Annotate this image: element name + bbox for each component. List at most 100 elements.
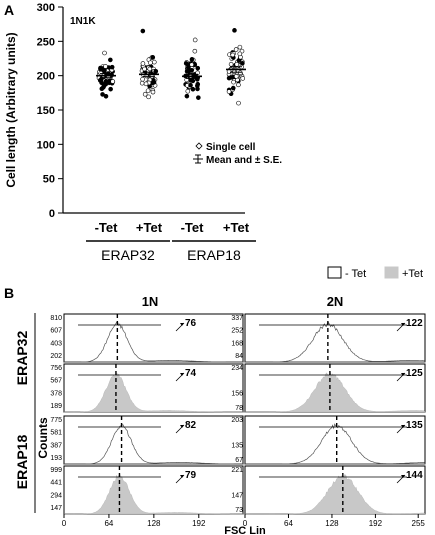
single-cell-point bbox=[231, 79, 236, 85]
y-tick-label: 78 bbox=[235, 405, 243, 412]
single-cell-point bbox=[237, 44, 243, 50]
row-label-erap32: ERAP32 bbox=[14, 331, 30, 386]
single-cell-point bbox=[195, 65, 201, 71]
histogram-filled bbox=[64, 473, 243, 515]
histogram-outline bbox=[245, 423, 426, 465]
histogram-filled bbox=[64, 373, 243, 413]
single-cell-point bbox=[185, 65, 191, 70]
peak-arrowhead-icon bbox=[180, 373, 184, 376]
y-tick-label: 73 bbox=[235, 507, 243, 514]
single-cell-point bbox=[99, 86, 105, 92]
y-tick-label: 300 bbox=[37, 2, 55, 14]
single-cell-point bbox=[110, 79, 115, 84]
single-cell-point bbox=[152, 59, 157, 65]
histogram-frame bbox=[63, 465, 244, 515]
single-cell-point bbox=[139, 80, 145, 86]
single-cell-point bbox=[142, 91, 148, 97]
single-cell-point bbox=[148, 60, 153, 66]
y-tick-label: 200 bbox=[37, 71, 55, 83]
single-cell-point bbox=[140, 28, 146, 34]
single-cell-point bbox=[230, 52, 236, 58]
y-tick-label: 150 bbox=[37, 105, 55, 117]
single-cell-point bbox=[196, 95, 201, 100]
y-tick-label: 50 bbox=[43, 174, 55, 186]
single-cell-point bbox=[184, 93, 190, 99]
single-cell-point bbox=[195, 83, 200, 89]
y-tick-label: 337 bbox=[231, 315, 243, 322]
y-tick-label: 403 bbox=[50, 340, 62, 347]
single-cell-point bbox=[188, 82, 193, 88]
x-tick-label: 64 bbox=[284, 519, 293, 528]
single-cell-point bbox=[228, 61, 234, 67]
y-axis-label: Cell length (Arbitrary units) bbox=[4, 32, 18, 187]
x-tick-label: 192 bbox=[369, 519, 383, 528]
x-tick-label: 128 bbox=[325, 519, 339, 528]
single-cell-point bbox=[240, 76, 246, 81]
panel-label-b: B bbox=[4, 285, 14, 301]
histogram-frame bbox=[63, 363, 244, 413]
column-label-1n: 1N bbox=[142, 294, 159, 309]
y-tick-label: 775 bbox=[50, 417, 62, 424]
y-tick-label: 203 bbox=[231, 417, 243, 424]
y-tick-label: 100 bbox=[37, 139, 55, 151]
y-tick-label: 756 bbox=[50, 365, 62, 372]
single-cell-point bbox=[183, 61, 189, 66]
peak-arrowhead-icon bbox=[401, 323, 405, 326]
single-cell-point bbox=[189, 62, 195, 67]
y-tick-label: 84 bbox=[235, 353, 243, 360]
single-cell-point bbox=[103, 78, 109, 84]
peak-value-label: 144 bbox=[406, 470, 423, 481]
legend-label-minus-tet: - Tet bbox=[345, 268, 366, 280]
y-tick-label: 193 bbox=[50, 455, 62, 462]
y-tick-label: 294 bbox=[50, 492, 62, 499]
category-label: +Tet bbox=[223, 220, 250, 235]
y-tick-label: 999 bbox=[50, 467, 62, 474]
y-tick-label: 234 bbox=[231, 365, 243, 372]
peak-arrowhead-icon bbox=[401, 425, 405, 428]
y-tick-label: 221 bbox=[231, 467, 243, 474]
y-tick-label: 202 bbox=[50, 353, 62, 360]
x-tick-label: 255 bbox=[412, 519, 426, 528]
y-tick-label: 147 bbox=[50, 505, 62, 512]
y-tick-label: 147 bbox=[231, 493, 243, 500]
histogram-frame bbox=[63, 415, 244, 465]
legend-plus-tet-swatch bbox=[384, 266, 399, 279]
y-tick-label: 250 bbox=[37, 36, 55, 48]
single-cell-point bbox=[108, 86, 113, 92]
y-tick-label: 168 bbox=[231, 340, 243, 347]
y-tick-label: 156 bbox=[231, 391, 243, 398]
y-tick-label: 581 bbox=[50, 430, 62, 437]
y-tick-label: 810 bbox=[50, 315, 62, 322]
single-cell-point bbox=[102, 67, 107, 73]
single-cell-point bbox=[192, 48, 198, 54]
group-label: ERAP32 bbox=[101, 247, 155, 263]
histogram-filled bbox=[245, 474, 426, 515]
histogram-outline bbox=[245, 322, 426, 363]
single-cell-point bbox=[103, 93, 109, 99]
y-tick-label: 189 bbox=[50, 403, 62, 410]
single-cell-point bbox=[236, 82, 241, 88]
single-cell-point bbox=[151, 80, 157, 85]
category-label: -Tet bbox=[95, 220, 119, 235]
row-label-erap18: ERAP18 bbox=[14, 435, 30, 490]
peak-value-label: 135 bbox=[406, 420, 423, 431]
single-cell-point bbox=[108, 57, 113, 63]
single-cell-point bbox=[100, 92, 105, 97]
single-cell-point bbox=[192, 37, 198, 43]
single-cell-point bbox=[147, 66, 153, 72]
y-axis-label-counts: Counts bbox=[36, 417, 50, 459]
single-cell-point bbox=[234, 62, 240, 67]
legend-diamond-icon bbox=[195, 142, 203, 150]
peak-value-label: 125 bbox=[406, 368, 423, 379]
x-tick-label: 192 bbox=[192, 519, 206, 528]
single-cell-point bbox=[146, 94, 151, 100]
peak-value-label: 122 bbox=[406, 318, 423, 329]
peak-arrowhead-icon bbox=[180, 425, 184, 428]
peak-arrowhead-icon bbox=[401, 475, 405, 478]
single-cell-point bbox=[103, 64, 108, 69]
single-cell-point bbox=[190, 86, 196, 92]
single-cell-point bbox=[233, 74, 239, 79]
single-cell-point bbox=[98, 66, 103, 72]
y-tick-label: 67 bbox=[235, 457, 243, 464]
group-label: ERAP18 bbox=[187, 247, 241, 263]
